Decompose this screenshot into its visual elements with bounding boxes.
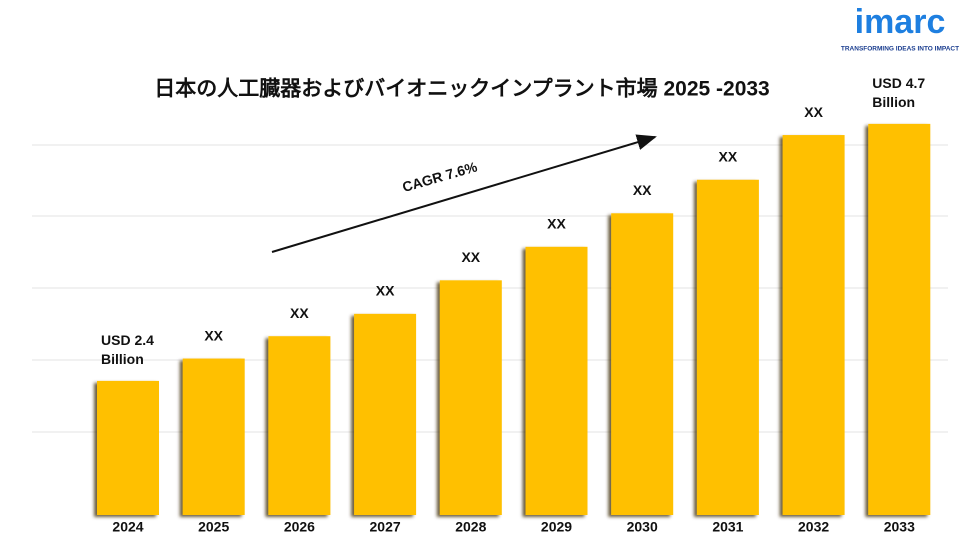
data-label: XX bbox=[204, 327, 223, 343]
bar bbox=[696, 179, 759, 515]
bar bbox=[611, 213, 674, 515]
x-tick-label: 2032 bbox=[798, 519, 829, 535]
x-tick-label: 2027 bbox=[370, 519, 401, 535]
x-tick-label: 2030 bbox=[627, 519, 658, 535]
data-label: XX bbox=[804, 104, 823, 120]
bar bbox=[182, 358, 245, 515]
bar bbox=[97, 380, 159, 515]
data-label: XX bbox=[290, 305, 309, 321]
x-tick-label: 2031 bbox=[712, 519, 743, 535]
bar bbox=[782, 135, 845, 516]
chart-title: 日本の人工臓器およびバイオニックインプラント市場 2025 -2033 bbox=[154, 77, 769, 101]
data-label: XX bbox=[547, 216, 566, 232]
data-label: USD 4.7 Billion bbox=[872, 75, 925, 110]
bar bbox=[268, 336, 331, 515]
x-tick-label: 2024 bbox=[112, 519, 143, 535]
data-label: XX bbox=[376, 283, 395, 299]
data-label: XX bbox=[633, 182, 652, 198]
cagr-arrow bbox=[271, 134, 657, 253]
logo: imarc bbox=[855, 3, 946, 41]
bar bbox=[354, 313, 417, 515]
annotation: CAGR 7.6% bbox=[400, 158, 479, 195]
bar bbox=[525, 246, 588, 516]
data-label: XX bbox=[461, 249, 480, 265]
x-tick-label: 2033 bbox=[884, 519, 915, 535]
bar bbox=[868, 123, 931, 515]
logo-tagline: TRANSFORMING IDEAS INTO IMPACT bbox=[841, 46, 959, 53]
x-tick-label: 2026 bbox=[284, 519, 315, 535]
x-tick-label: 2029 bbox=[541, 519, 572, 535]
x-tick-label: 2025 bbox=[198, 519, 229, 535]
bar bbox=[439, 280, 502, 515]
x-tick-label: 2028 bbox=[455, 519, 486, 535]
data-label: USD 2.4 Billion bbox=[101, 332, 154, 367]
data-label: XX bbox=[719, 148, 738, 164]
